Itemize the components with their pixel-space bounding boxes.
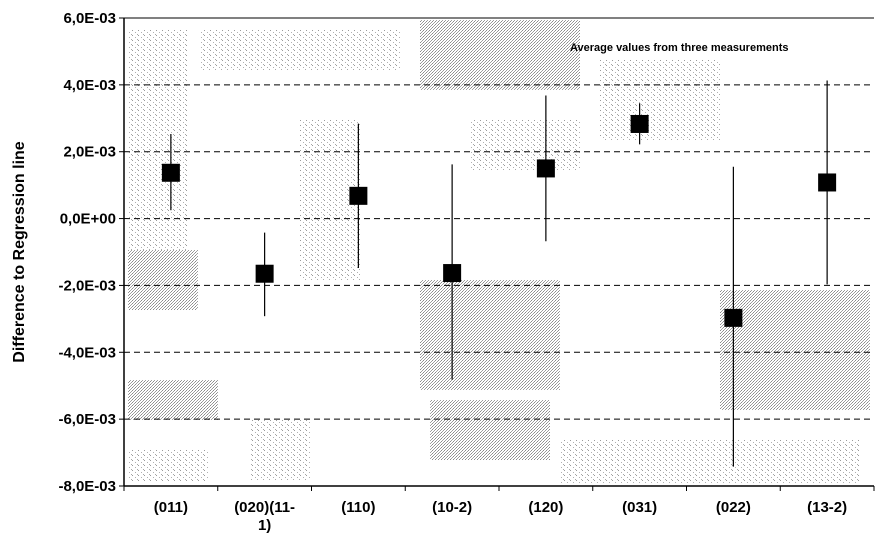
x-tick-label: (110) (341, 499, 375, 516)
x-tick-label: (120) (528, 499, 563, 516)
data-point (818, 173, 837, 192)
y-axis-title: Difference to Regression line (11, 141, 28, 362)
x-tick-label: (031) (622, 499, 657, 516)
y-tick-label: -6,0E-03 (58, 411, 116, 428)
texture-patch (128, 30, 188, 250)
y-tick-labels: 6,0E-03 4,0E-03 2,0E-03 0,0E+00 -2,0E-03 -4,0… (58, 10, 116, 495)
x-tick-labels: (011) (020)(11-1) (110) (10-2) (120) (031) (02… (154, 499, 847, 534)
background-texture (128, 20, 870, 484)
data-points (161, 114, 837, 327)
texture-patch (600, 60, 720, 140)
data-point (255, 264, 274, 283)
texture-patch (128, 250, 198, 310)
data-point (724, 308, 743, 327)
data-point (630, 114, 649, 133)
gridlines (124, 84, 874, 420)
texture-patch (430, 400, 550, 460)
x-tick-label: (020)(11-1) (234, 499, 295, 534)
x-tick-label: (022) (716, 499, 751, 516)
data-point (536, 159, 555, 178)
x-tick-label: (10-2) (432, 499, 472, 516)
y-tick-label: 6,0E-03 (63, 10, 116, 27)
texture-patch (250, 420, 310, 480)
data-point (443, 264, 462, 283)
data-point (161, 163, 180, 182)
texture-patch (200, 30, 400, 70)
chart-annotation: Average values from three measurements (570, 42, 788, 54)
texture-patch (560, 440, 860, 484)
texture-patch (720, 290, 870, 410)
x-tick-label: (13-2) (807, 499, 847, 516)
axes (119, 17, 875, 491)
texture-patch (470, 120, 580, 170)
y-tick-label: 4,0E-03 (63, 77, 116, 94)
data-point (349, 186, 368, 205)
y-tick-label: 0,0E+00 (60, 211, 116, 228)
y-tick-label: -8,0E-03 (58, 478, 116, 495)
y-tick-label: -2,0E-03 (58, 277, 116, 294)
texture-patch (420, 280, 560, 390)
texture-patch (128, 380, 218, 420)
texture-patch (420, 20, 580, 90)
y-tick-label: 2,0E-03 (63, 144, 116, 161)
texture-patch (128, 450, 208, 482)
y-tick-label: -4,0E-03 (58, 344, 116, 361)
x-tick-label: (011) (154, 499, 188, 516)
